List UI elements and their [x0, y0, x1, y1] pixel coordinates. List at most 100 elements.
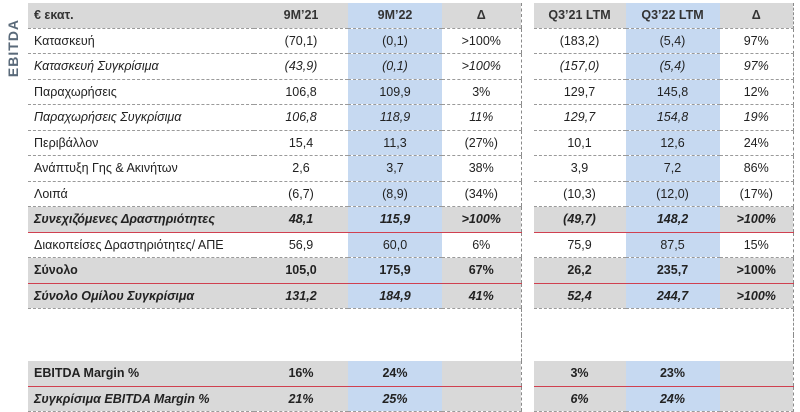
row-value: 129,7 — [533, 79, 626, 105]
header-unit: € εκατ. — [28, 3, 254, 29]
row-value: (43,9) — [254, 53, 348, 80]
row-value: >100% — [442, 28, 521, 54]
side-label: EBITDA — [5, 18, 21, 78]
header-delta-ltm: Δ — [719, 3, 794, 29]
row-label: EBITDA Margin % — [28, 361, 254, 387]
row-value: (49,7) — [533, 206, 626, 233]
row-value: 118,9 — [348, 104, 442, 131]
table-row: Διακοπείσες Δραστηριότητες/ ΑΠΕ 56,9 60,0 6… — [28, 232, 794, 258]
column-gap — [520, 79, 534, 105]
row-value: (10,3) — [533, 181, 626, 207]
row-value: 60,0 — [348, 232, 442, 258]
table-header: € εκατ. 9M’21 9M’22 Δ Q3’21 LTM Q3’22 LT… — [28, 3, 794, 29]
header-q321: Q3’21 LTM — [533, 3, 626, 29]
row-value: 56,9 — [254, 232, 348, 258]
row-label: Διακοπείσες Δραστηριότητες/ ΑΠΕ — [28, 232, 254, 258]
row-value: 24% — [348, 361, 442, 387]
row-value: 3,9 — [533, 155, 626, 182]
column-gap — [520, 3, 534, 28]
row-value: 52,4 — [533, 283, 626, 309]
table-row: Συνεχιζόμενες Δραστηριότητες 48,1 115,9 >10… — [28, 206, 794, 233]
table-row: Λοιπά (6,7) (8,9) (34%) (10,3) (12,0) (17%) — [28, 181, 794, 207]
row-label: Παραχωρήσεις Συγκρίσιμα — [28, 104, 254, 131]
row-value: 11,3 — [348, 130, 442, 156]
row-value: 12,6 — [625, 130, 720, 156]
column-gap — [520, 155, 534, 181]
row-value: 7,2 — [625, 155, 720, 182]
empty-cell — [28, 335, 254, 361]
row-value: 67% — [442, 257, 521, 284]
row-value: (27%) — [442, 130, 521, 156]
row-value: (8,9) — [348, 181, 442, 207]
row-value: (5,4) — [625, 28, 720, 54]
row-value: 15,4 — [254, 130, 348, 156]
row-value — [719, 361, 794, 387]
row-value: >100% — [442, 53, 521, 80]
empty-cell — [442, 335, 521, 361]
row-value: 109,9 — [348, 79, 442, 105]
row-value: 38% — [442, 155, 521, 182]
row-value: 6% — [442, 232, 521, 258]
column-gap — [520, 130, 534, 156]
spacer-row — [28, 335, 794, 361]
column-gap — [520, 257, 534, 283]
column-gap — [520, 386, 534, 412]
row-value: 24% — [625, 386, 720, 412]
row-value: 6% — [533, 386, 626, 412]
row-label: Παραχωρήσεις — [28, 79, 254, 105]
column-gap — [520, 232, 534, 258]
row-value: 12% — [719, 79, 794, 105]
row-value: 235,7 — [625, 257, 720, 284]
row-value: >100% — [719, 257, 794, 284]
spacer-row — [28, 308, 794, 335]
table-row: Κατασκευή (70,1) (0,1) >100% (183,2) (5,4) 97% — [28, 28, 794, 54]
row-label: Συνεχιζόμενες Δραστηριότητες — [28, 206, 254, 233]
row-value: (157,0) — [533, 53, 626, 80]
header-9m21: 9M’21 — [254, 3, 348, 29]
row-value: (5,4) — [625, 53, 720, 80]
row-value: 25% — [348, 386, 442, 412]
row-label: Κατασκευή — [28, 28, 254, 54]
header-9m22: 9M’22 — [348, 3, 442, 29]
row-value: (183,2) — [533, 28, 626, 54]
row-value: >100% — [719, 283, 794, 309]
row-value: 148,2 — [625, 206, 720, 233]
ebitda-table: € εκατ. 9M’21 9M’22 Δ Q3’21 LTM Q3’22 LT… — [28, 3, 794, 412]
row-value: 129,7 — [533, 104, 626, 131]
column-gap — [520, 335, 534, 361]
row-value: 41% — [442, 283, 521, 309]
table-row: Ανάπτυξη Γης & Ακινήτων 2,6 3,7 38% 3,9 7,2 86… — [28, 155, 794, 182]
row-label: Κατασκευή Συγκρίσιμα — [28, 53, 254, 80]
row-label: Συγκρίσιμα EBITDA Margin % — [28, 386, 254, 412]
row-value: 97% — [719, 28, 794, 54]
table-row: Περιβάλλον 15,4 11,3 (27%) 10,1 12,6 24% — [28, 130, 794, 156]
empty-cell — [533, 335, 626, 361]
table-row: Παραχωρήσεις Συγκρίσιμα 106,8 118,9 11% 129,… — [28, 104, 794, 131]
row-value: 145,8 — [625, 79, 720, 105]
row-value: 3% — [533, 361, 626, 387]
table-row: Κατασκευή Συγκρίσιμα (43,9) (0,1) >100% (157… — [28, 53, 794, 80]
row-value: 15% — [719, 232, 794, 258]
row-value: (17%) — [719, 181, 794, 207]
row-value: 106,8 — [254, 79, 348, 105]
column-gap — [520, 361, 534, 386]
row-value: 86% — [719, 155, 794, 182]
row-value: 154,8 — [625, 104, 720, 131]
empty-cell — [254, 308, 348, 335]
row-value: >100% — [719, 206, 794, 233]
row-value: 131,2 — [254, 283, 348, 309]
row-value: 244,7 — [625, 283, 720, 309]
row-value — [442, 361, 521, 387]
side-bar: EBITDA — [0, 0, 27, 407]
row-value: 3% — [442, 79, 521, 105]
empty-cell — [719, 308, 794, 335]
row-value: 21% — [254, 386, 348, 412]
row-value: 106,8 — [254, 104, 348, 131]
row-value: 175,9 — [348, 257, 442, 284]
table-row: Σύνολο 105,0 175,9 67% 26,2 235,7 >100% — [28, 257, 794, 284]
row-value: 3,7 — [348, 155, 442, 182]
column-gap — [520, 28, 534, 54]
row-value: 115,9 — [348, 206, 442, 233]
row-value: 16% — [254, 361, 348, 387]
row-label: Ανάπτυξη Γης & Ακινήτων — [28, 155, 254, 182]
